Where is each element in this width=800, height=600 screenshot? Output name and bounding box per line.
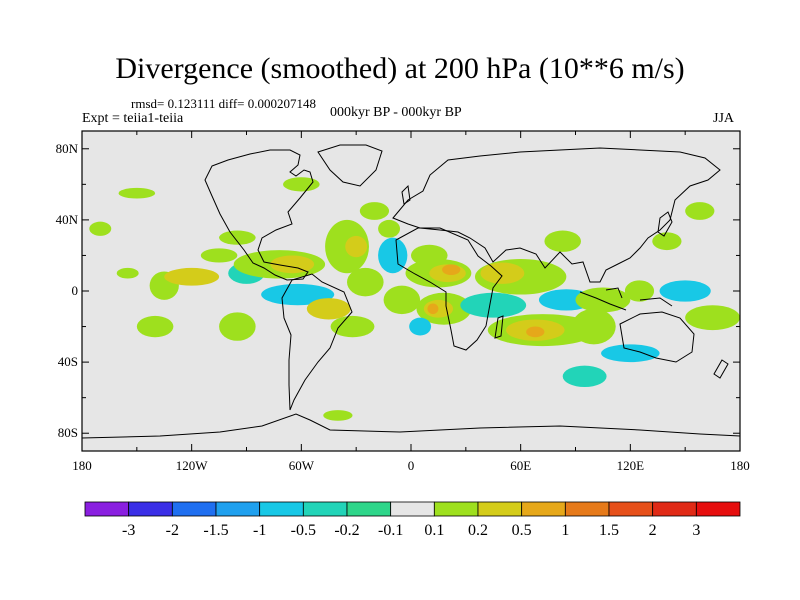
- colorbar-label: -0.5: [291, 522, 316, 539]
- coastlines: [82, 144, 740, 439]
- colorbar-swatch: [215, 501, 261, 517]
- coast-south-america: [281, 273, 353, 411]
- contour-region: [383, 285, 421, 315]
- contour-region: [460, 292, 527, 318]
- season-label: JJA: [713, 111, 735, 126]
- stats-line: rmsd= 0.123111 diff= 0.000207148: [131, 96, 316, 111]
- contour-region: [442, 264, 461, 275]
- colorbar-swatch: [564, 501, 610, 517]
- period-label: 000kyr BP - 000kyr BP: [330, 105, 462, 120]
- contour-region: [261, 283, 335, 306]
- coast-madagascar: [494, 315, 504, 339]
- colorbar-swatch: [695, 501, 741, 517]
- contour-region: [526, 326, 545, 338]
- colorbar-label: 1.5: [599, 522, 619, 539]
- colorbar-swatch: [84, 501, 130, 517]
- contour-region: [200, 248, 238, 263]
- coast-australia: [619, 311, 695, 363]
- contour-region: [659, 280, 711, 302]
- colorbar-label: 0.2: [468, 522, 488, 539]
- colorbar-label: 0.5: [512, 522, 532, 539]
- coast-greenland: [317, 144, 383, 187]
- experiment-label: Expt = teiia1-teiia: [82, 111, 184, 126]
- colorbar-swatch: [302, 501, 348, 517]
- y-tick-label: 40N: [56, 212, 79, 227]
- contour-region: [652, 232, 682, 251]
- x-tick-label: 120W: [176, 458, 209, 473]
- colorbar-label: -3: [122, 522, 135, 539]
- colorbar-label: -0.1: [378, 522, 403, 539]
- colorbar-label: 1: [561, 522, 569, 539]
- colorbar: -3 -2 -1.5 -1 -0.5 -0.2 -0.1 0.1 0.2 0.5 1 1.5 2 3: [84, 501, 741, 539]
- coast-uk: [401, 184, 411, 205]
- colorbar-swatch: [171, 501, 217, 517]
- coast-maritime: [579, 287, 673, 311]
- y-tick-label: 40S: [58, 354, 78, 369]
- x-tick-label: 180: [730, 458, 750, 473]
- chart-title: Divergence (smoothed) at 200 hPa (10**6 …: [115, 52, 685, 85]
- contour-region: [330, 315, 375, 338]
- contour-region: [624, 280, 655, 302]
- colorbar-label: -0.2: [334, 522, 359, 539]
- y-tick-label: 80N: [56, 141, 79, 156]
- colorbar-label: 2: [649, 522, 657, 539]
- x-tick-label: 120E: [617, 458, 645, 473]
- contour-region: [378, 219, 401, 238]
- field-contours: [89, 177, 740, 421]
- colorbar-label: -2: [166, 522, 179, 539]
- colorbar-swatch: [477, 501, 523, 517]
- contour-region: [562, 365, 607, 388]
- contour-region: [323, 410, 353, 421]
- contour-region: [409, 317, 432, 336]
- coast-japan: [657, 211, 673, 237]
- colorbar-swatch: [346, 501, 392, 517]
- colorbar-label: 3: [692, 522, 700, 539]
- contour-region: [480, 262, 525, 284]
- y-tick-label: 80S: [58, 425, 78, 440]
- contour-region: [116, 267, 139, 279]
- contour-region: [571, 308, 616, 345]
- contour-region: [219, 312, 256, 341]
- contour-region: [427, 303, 439, 315]
- contour-region: [378, 237, 408, 274]
- colorbar-swatch: [390, 501, 435, 517]
- contour-region: [118, 187, 156, 199]
- x-tick-label: 60W: [289, 458, 315, 473]
- x-tick-label: 180: [72, 458, 92, 473]
- contour-region: [685, 202, 715, 220]
- coast-new-zealand: [713, 359, 729, 379]
- colorbar-swatch: [128, 501, 173, 517]
- coast-eurasia: [392, 147, 721, 283]
- contour-region: [89, 221, 112, 236]
- coast-north-america: [204, 149, 314, 281]
- colorbar-swatch: [521, 501, 566, 517]
- contour-region: [601, 344, 660, 363]
- colorbar-swatch: [652, 501, 697, 517]
- coast-africa: [395, 227, 503, 351]
- contour-region: [685, 305, 740, 331]
- contour-region: [306, 298, 351, 320]
- contour-region: [345, 235, 368, 258]
- contour-region: [359, 202, 390, 220]
- colorbar-label: 0.1: [424, 522, 444, 539]
- colorbar-swatch: [259, 501, 304, 517]
- contour-region: [347, 267, 384, 297]
- x-tick-label: 0: [408, 458, 415, 473]
- colorbar-label: -1.5: [203, 522, 228, 539]
- colorbar-swatch: [433, 501, 479, 517]
- contour-region: [283, 177, 320, 192]
- contour-region: [544, 230, 581, 252]
- contour-region: [270, 255, 315, 274]
- contour-region: [136, 315, 174, 338]
- x-tick-label: 60E: [510, 458, 531, 473]
- coast-antarctica: [82, 413, 740, 439]
- contour-region: [219, 230, 256, 245]
- colorbar-swatch: [608, 501, 654, 517]
- colorbar-label: -1: [253, 522, 266, 539]
- map-axes: 80N 40N 0 40S 80S 180 120W 60W 0 60E 120E 180: [56, 131, 750, 473]
- y-tick-label: 0: [72, 283, 79, 298]
- contour-region: [164, 267, 220, 286]
